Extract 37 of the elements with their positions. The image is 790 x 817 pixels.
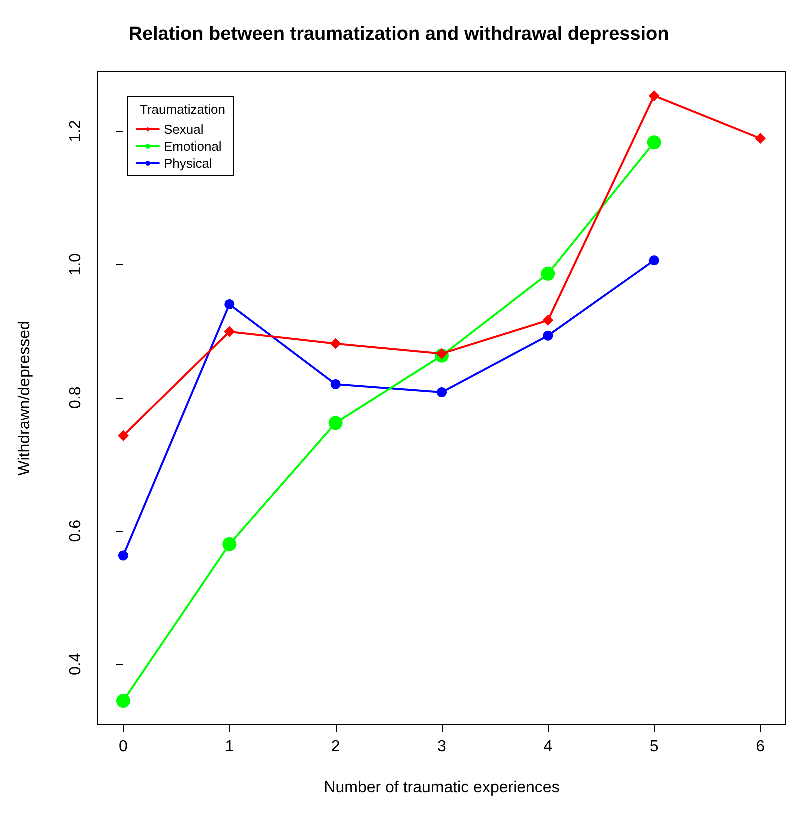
y-tick-label: 0.4 (68, 653, 84, 676)
point (116, 694, 130, 708)
point (224, 326, 236, 338)
point (649, 256, 660, 266)
point (330, 380, 341, 390)
point (330, 338, 342, 350)
point (755, 133, 766, 144)
y-tick-label: 0.6 (68, 520, 84, 542)
x-tick-label: 5 (650, 738, 659, 756)
legend-label: Emotional (164, 139, 222, 154)
point (118, 430, 129, 442)
legend-label: Physical (164, 156, 213, 171)
x-tick-label: 2 (331, 738, 340, 756)
point (542, 315, 554, 326)
point (436, 348, 448, 360)
x-axis-title: Number of traumatic experiences (324, 780, 560, 796)
point (543, 330, 554, 341)
point (328, 416, 343, 430)
legend-label: Sexual (164, 122, 204, 137)
y-tick-label: 1.0 (68, 253, 84, 276)
y-axis-title: Withdrawn/depressed (16, 321, 34, 476)
point (647, 136, 662, 150)
point (222, 537, 237, 552)
x-tick-label: 6 (756, 738, 766, 756)
y-tick-label: 1.2 (68, 120, 84, 142)
point (437, 388, 447, 398)
x-tick-label: 4 (544, 738, 553, 756)
point (648, 90, 660, 102)
legend-title: Traumatization (140, 102, 226, 117)
y-tick-label: 0.8 (68, 386, 84, 409)
point (541, 266, 556, 281)
point (224, 300, 235, 310)
x-tick-label: 1 (225, 738, 234, 756)
x-tick-label: 3 (438, 738, 447, 756)
point (118, 550, 128, 561)
x-tick-label: 0 (119, 738, 128, 756)
chart-title: Relation between traumatization and withdrawal depression (128, 24, 670, 45)
